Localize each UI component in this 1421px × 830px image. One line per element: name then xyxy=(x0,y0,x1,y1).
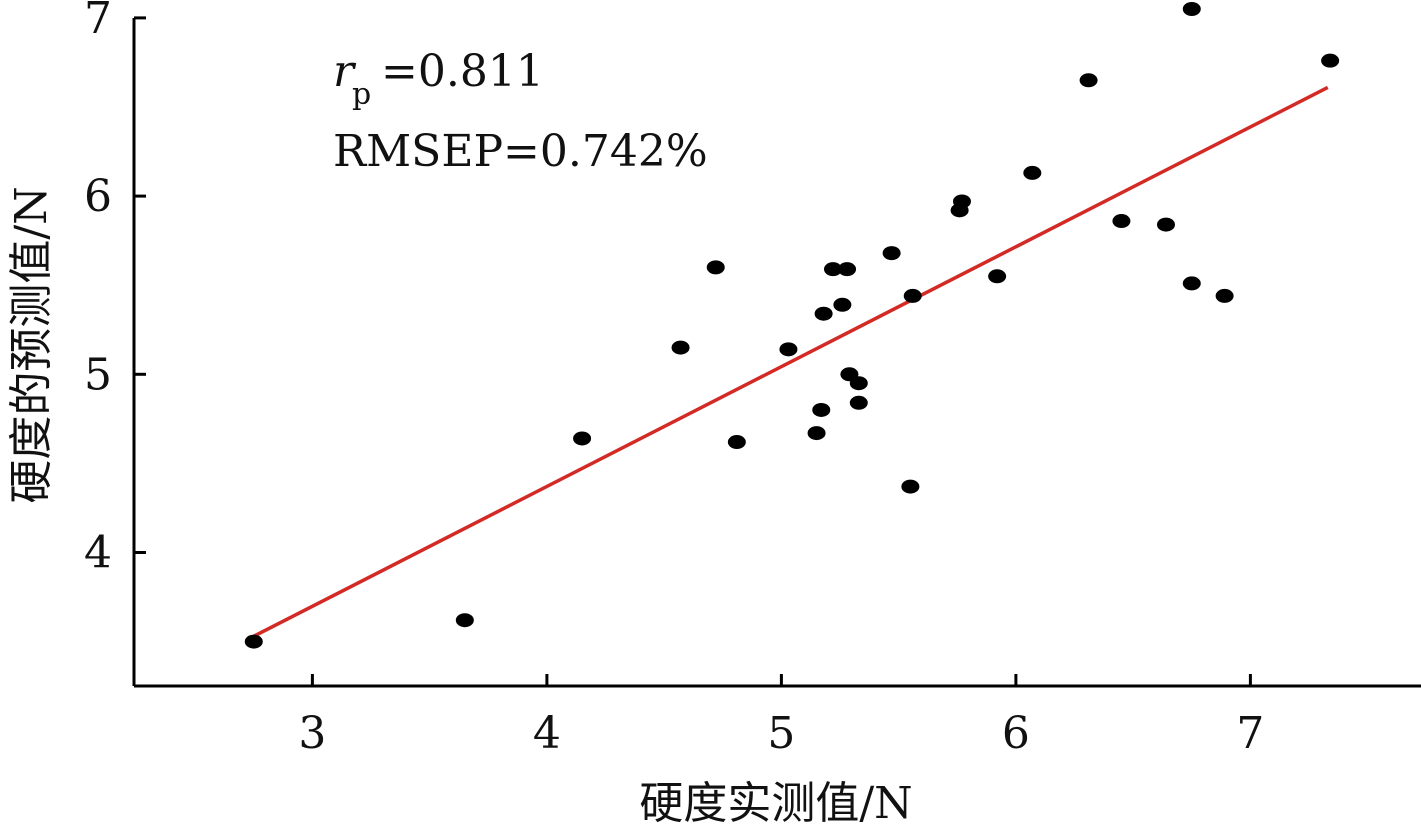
data-point xyxy=(812,402,831,417)
rp-subscript: p xyxy=(352,77,371,112)
points-group xyxy=(244,1,1340,649)
data-point xyxy=(849,376,868,391)
data-point xyxy=(1023,165,1042,180)
y-tick-label: 5 xyxy=(84,349,112,400)
data-point xyxy=(882,246,901,261)
y-tick-label: 7 xyxy=(84,0,112,44)
data-point xyxy=(1079,73,1098,88)
data-point xyxy=(455,613,474,628)
data-point xyxy=(1182,1,1201,16)
data-point xyxy=(849,395,868,410)
data-point xyxy=(671,340,690,355)
data-point xyxy=(1156,217,1175,232)
data-point xyxy=(903,288,922,303)
x-tick-label: 3 xyxy=(298,708,326,759)
data-point xyxy=(573,431,592,446)
data-point xyxy=(838,262,857,277)
data-point xyxy=(727,435,746,450)
data-point xyxy=(988,269,1007,284)
data-point xyxy=(833,297,852,312)
rp-value: =0.811 xyxy=(381,46,544,97)
data-point xyxy=(1182,276,1201,291)
data-point xyxy=(901,479,920,494)
data-point xyxy=(807,426,826,441)
annotation-rp: r p =0.811 xyxy=(333,46,544,112)
axes xyxy=(132,18,1421,688)
y-tick-label: 4 xyxy=(84,528,112,579)
x-ticks: 3 4 5 6 7 xyxy=(298,674,1264,759)
fit-line xyxy=(252,85,1329,638)
data-point xyxy=(823,262,842,277)
data-point xyxy=(1215,288,1234,303)
data-point xyxy=(1321,53,1340,68)
data-point xyxy=(244,634,263,649)
x-tick-label: 6 xyxy=(1002,708,1030,759)
x-tick-label: 5 xyxy=(767,708,795,759)
y-axis-label: 硬度的预测值/N xyxy=(6,186,57,503)
data-point xyxy=(706,260,725,275)
annotation-rmsep: RMSEP=0.742% xyxy=(333,126,708,177)
fit-line-group xyxy=(252,85,1329,638)
x-tick-label: 7 xyxy=(1236,708,1264,759)
data-point xyxy=(1112,214,1131,229)
y-tick-label: 6 xyxy=(84,171,112,222)
data-point xyxy=(952,194,971,209)
x-tick-label: 4 xyxy=(533,708,561,759)
data-point xyxy=(814,306,833,321)
y-ticks: 4 5 6 7 xyxy=(84,0,146,579)
x-axis-label: 硬度实测值/N xyxy=(639,778,912,825)
data-point xyxy=(779,342,798,357)
rp-symbol: r xyxy=(333,46,357,97)
